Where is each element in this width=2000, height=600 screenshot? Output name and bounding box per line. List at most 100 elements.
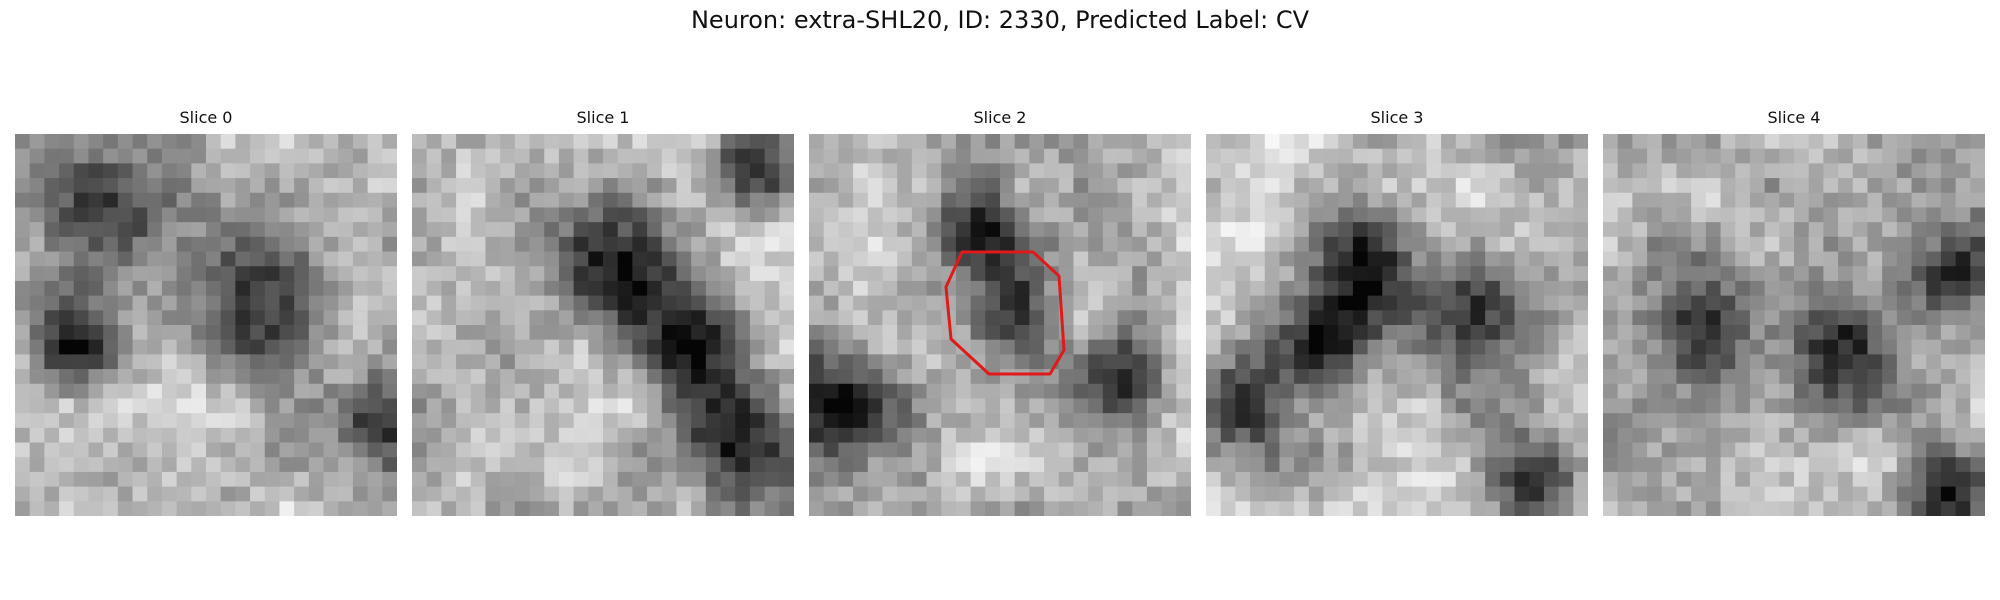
pixel: [1338, 281, 1353, 296]
pixel: [1088, 325, 1103, 340]
pixel: [1676, 340, 1691, 355]
pixel: [853, 134, 868, 149]
pixel: [1926, 193, 1941, 208]
pixel: [353, 443, 368, 458]
pixel: [1735, 163, 1750, 178]
pixel: [1309, 325, 1324, 340]
pixel: [941, 428, 956, 443]
pixel: [662, 398, 677, 413]
pixel: [882, 222, 897, 237]
pixel: [1250, 428, 1265, 443]
pixel: [588, 325, 603, 340]
pixel: [456, 369, 471, 384]
pixel: [1647, 207, 1662, 222]
pixel: [1294, 340, 1309, 355]
pixel: [103, 340, 118, 355]
pixel: [1221, 237, 1236, 252]
pixel: [1794, 443, 1809, 458]
pixel: [1867, 428, 1882, 443]
pixel: [1853, 501, 1868, 516]
pixel: [838, 134, 853, 149]
pixel: [338, 384, 353, 399]
pixel: [1941, 222, 1956, 237]
pixel: [338, 340, 353, 355]
pixel: [15, 443, 30, 458]
pixel: [1294, 296, 1309, 311]
pixel: [1426, 252, 1441, 267]
pixel: [1559, 384, 1574, 399]
pixel: [279, 222, 294, 237]
pixel: [103, 281, 118, 296]
pixel: [1368, 501, 1383, 516]
pixel: [956, 487, 971, 502]
pixel: [1735, 501, 1750, 516]
pixel: [809, 207, 824, 222]
slice-title: Slice 4: [1603, 108, 1985, 127]
pixel: [530, 163, 545, 178]
pixel: [691, 443, 706, 458]
pixel: [647, 369, 662, 384]
pixel: [1103, 369, 1118, 384]
pixel: [897, 134, 912, 149]
pixel: [868, 354, 883, 369]
pixel: [1044, 457, 1059, 472]
pixel: [1970, 472, 1985, 487]
pixel: [1309, 354, 1324, 369]
pixel: [750, 149, 765, 164]
pixel: [1956, 443, 1971, 458]
pixel: [1515, 413, 1530, 428]
pixel: [1765, 457, 1780, 472]
pixel: [1279, 369, 1294, 384]
pixel: [1662, 354, 1677, 369]
pixel: [1059, 252, 1074, 267]
pixel: [1912, 428, 1927, 443]
pixel: [765, 384, 780, 399]
pixel: [309, 413, 324, 428]
pixel: [1573, 413, 1588, 428]
pixel: [721, 178, 736, 193]
pixel: [338, 472, 353, 487]
pixel: [1706, 325, 1721, 340]
pixel: [1221, 266, 1236, 281]
pixel: [1897, 472, 1912, 487]
pixel: [1956, 428, 1971, 443]
pixel: [956, 472, 971, 487]
pixel: [206, 354, 221, 369]
pixel: [868, 428, 883, 443]
pixel: [1029, 354, 1044, 369]
pixel: [1353, 222, 1368, 237]
pixel: [1426, 354, 1441, 369]
pixel: [765, 369, 780, 384]
pixel: [706, 325, 721, 340]
pixel: [1676, 325, 1691, 340]
pixel: [765, 252, 780, 267]
pixel: [530, 501, 545, 516]
pixel: [632, 472, 647, 487]
pixel: [1485, 340, 1500, 355]
pixel: [1485, 413, 1500, 428]
pixel: [1412, 354, 1427, 369]
pixel: [530, 340, 545, 355]
pixel: [1912, 310, 1927, 325]
pixel: [294, 266, 309, 281]
pixel: [1397, 149, 1412, 164]
pixel: [368, 325, 383, 340]
pixel: [441, 252, 456, 267]
pixel: [662, 178, 677, 193]
pixel: [1000, 237, 1015, 252]
pixel: [368, 354, 383, 369]
pixel: [1765, 163, 1780, 178]
pixel: [191, 325, 206, 340]
pixel: [1823, 354, 1838, 369]
pixel: [1235, 487, 1250, 502]
pixel: [1338, 252, 1353, 267]
pixel: [265, 207, 280, 222]
pixel: [1279, 252, 1294, 267]
pixel: [1147, 266, 1162, 281]
pixel: [735, 222, 750, 237]
pixel: [162, 457, 177, 472]
pixel: [1515, 428, 1530, 443]
pixel: [706, 398, 721, 413]
pixel: [471, 457, 486, 472]
pixel: [30, 266, 45, 281]
